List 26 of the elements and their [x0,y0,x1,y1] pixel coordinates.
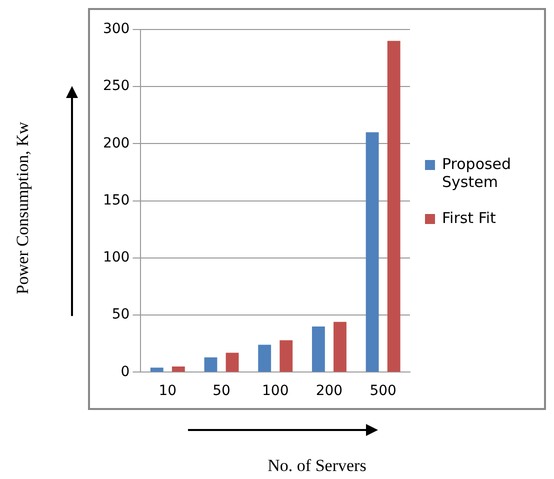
y-tick-label: 300 [102,21,130,38]
y-tick-label: 200 [102,135,130,152]
y-tick-label: 50 [112,306,130,323]
bar [334,322,346,372]
bar [150,368,164,372]
bar [366,132,379,372]
bar [280,340,293,372]
x-tick-label: 500 [370,383,396,400]
bar [204,357,218,372]
x-tick-label: 50 [212,383,230,400]
legend-label: Proposed System [442,155,512,191]
bar [387,40,400,372]
x-tick-label: 10 [158,383,177,400]
bar [226,352,239,372]
y-tick-label: 0 [120,364,130,380]
y-axis-title: Power Consumption, Kw [13,122,33,294]
legend-label: First Fit [442,209,496,227]
bar [312,326,325,372]
x-tick-label: 100 [262,383,289,400]
y-tick-label: 250 [102,78,130,94]
bar [172,366,185,372]
x-tick-label: 200 [316,383,343,400]
y-tick-label: 150 [102,192,130,208]
y-tick-label: 100 [102,250,130,266]
x-axis-title: No. of Servers [266,456,368,476]
bar [258,344,272,372]
